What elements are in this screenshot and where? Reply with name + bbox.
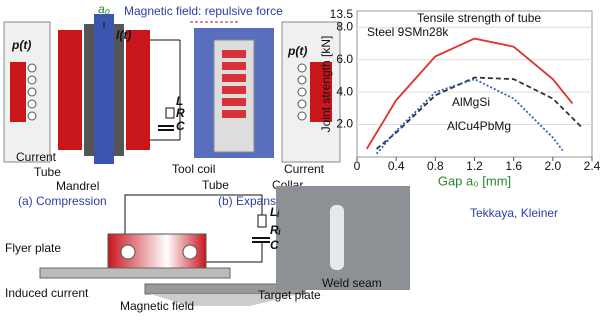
tube-label-b: Tube [202, 178, 229, 192]
pressure-label: p(t) [11, 38, 31, 52]
capacitance-label: C [176, 119, 185, 133]
pressure-label-b: p(t) [287, 44, 307, 58]
y-tick-label: 8.0 [336, 19, 353, 33]
tube-label: Tube [34, 165, 61, 179]
x-tick-label: 1.2 [466, 159, 483, 173]
chart-title: Tensile strength of tube [417, 11, 541, 25]
field-label: Magnetic field: repulsive force [124, 4, 283, 18]
resistance-label: R [176, 106, 185, 120]
page: a₀ Magnetic field: repulsive force p(t) … [0, 0, 602, 334]
field-label-b: Magnetic field [120, 299, 194, 313]
weld-seam-image [330, 205, 344, 270]
y-tick-label: 2.0 [336, 117, 353, 131]
credit: Tekkaya, Kleiner [470, 206, 558, 220]
figure: a₀ Magnetic field: repulsive force p(t) … [0, 0, 602, 334]
current-label: Current [16, 150, 57, 164]
induced-label: Induced current [5, 286, 89, 300]
expansion-diagram [190, 22, 340, 162]
compression-caption: (a) Compression [18, 194, 107, 208]
joint-strength-chart: 2.0 4.0 6.0 8.013.5 0 0.4 0.8 1.2 1.6 2.0 2.4 Gap a… [319, 7, 600, 188]
series-label: Steel 9SMn28k [367, 25, 449, 39]
flyer-label: Flyer plate [5, 241, 61, 255]
current-label-b: Current [284, 162, 325, 176]
x-tick-label: 0.8 [427, 159, 444, 173]
welding-inductance: Lᵢ [270, 205, 279, 219]
x-tick-label: 1.6 [505, 159, 522, 173]
tool-coil-label: Tool coil [172, 162, 215, 176]
target-label: Target plate [258, 288, 321, 302]
welding-capacitance: C [270, 238, 279, 252]
current-symbol: I(t) [116, 28, 131, 42]
x-tick-label: 2.4 [584, 159, 601, 173]
compression-diagram [4, 14, 180, 164]
x-tick-label: 0.4 [388, 159, 405, 173]
series-label: AlCu4PbMg [447, 119, 511, 133]
y-break-label: 13.5 [330, 7, 354, 21]
series-label: AlMgSi [452, 95, 490, 109]
y-tick-label: 4.0 [336, 84, 353, 98]
y-tick-label: 6.0 [336, 52, 353, 66]
welding-resistance: Rᵢ [270, 223, 281, 237]
x-tick-label: 0 [354, 159, 361, 173]
mandrel-label: Mandrel [56, 179, 99, 193]
y-axis-label: Joint strength [kN] [319, 36, 333, 133]
x-axis-label: Gap a₀ [mm] [438, 173, 511, 188]
gap-label: a₀ [98, 2, 110, 16]
x-tick-label: 2.0 [544, 159, 561, 173]
seam-label: Weld seam [322, 276, 382, 290]
